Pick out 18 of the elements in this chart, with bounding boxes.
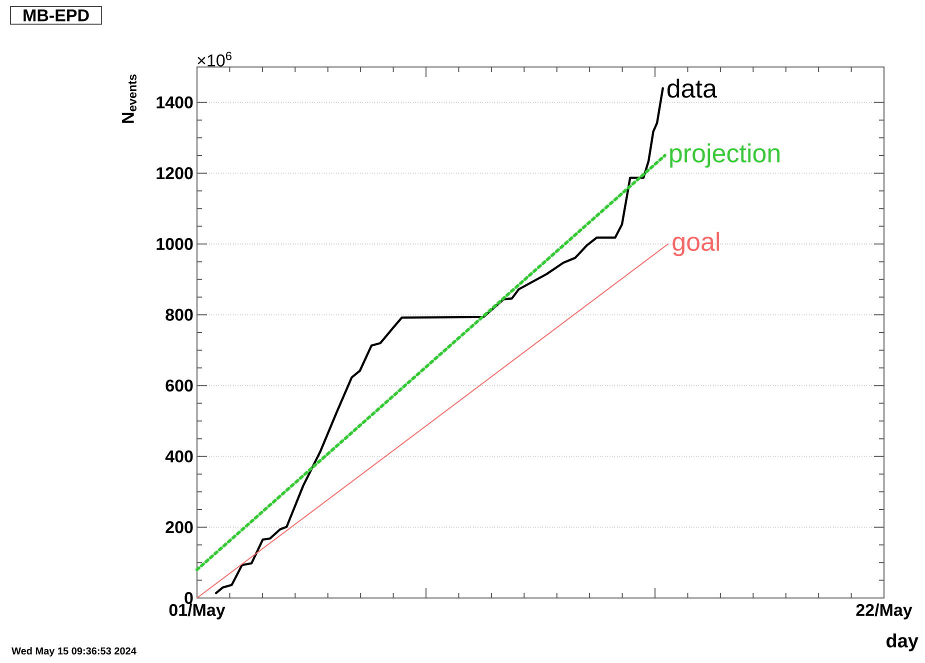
y-tick-label: 1000 [156, 238, 193, 250]
x-tick-label: 22/May [856, 604, 912, 620]
series-label: projection [670, 143, 780, 168]
y-tick-label: 0 [184, 592, 193, 604]
y-axis-title: N$_{events}$ [122, 74, 136, 123]
x-axis-title: day [886, 634, 918, 652]
y-tick-label: 800 [166, 308, 193, 321]
y-tick-label: 400 [165, 450, 193, 462]
y-tick-label: 600 [166, 380, 193, 392]
series-label: goal [672, 232, 720, 256]
y-tick-label: 1400 [156, 96, 193, 108]
y-tick-label: 200 [166, 521, 193, 534]
text: ×10$^{6}$ [198, 52, 232, 66]
y-tick-label: 1200 [156, 167, 193, 180]
text: Wed May 15 09:36:53 2024 [12, 647, 136, 656]
x-tick-label: 01/May [169, 604, 226, 620]
text: MB-EPD [24, 9, 89, 22]
series-label: data [667, 78, 717, 98]
